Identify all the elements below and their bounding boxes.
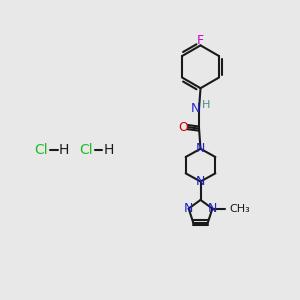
Text: N: N: [208, 202, 217, 215]
Text: H: H: [58, 143, 69, 157]
Text: F: F: [197, 34, 204, 47]
Text: Cl: Cl: [79, 143, 93, 157]
Text: N: N: [196, 175, 205, 188]
Text: N: N: [191, 102, 200, 115]
Text: N: N: [196, 142, 205, 155]
Text: CH₃: CH₃: [229, 204, 250, 214]
Text: O: O: [178, 121, 188, 134]
Text: N: N: [184, 202, 193, 215]
Text: Cl: Cl: [35, 143, 48, 157]
Text: H: H: [103, 143, 114, 157]
Text: H: H: [201, 100, 210, 110]
